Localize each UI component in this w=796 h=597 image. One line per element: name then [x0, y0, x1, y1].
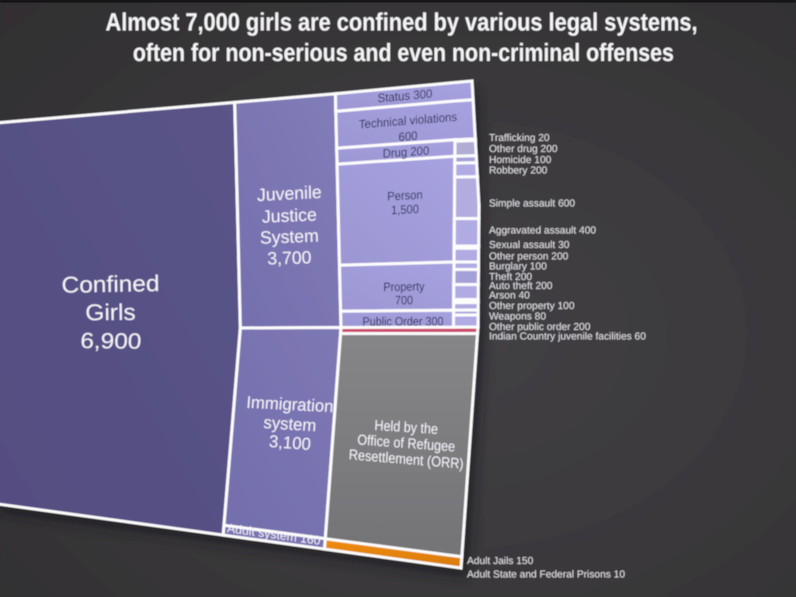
- svg-text:Office of Refugee: Office of Refugee: [357, 431, 456, 455]
- svg-text:3,100: 3,100: [268, 432, 311, 454]
- svg-text:Homicide 100: Homicide 100: [489, 155, 552, 166]
- svg-text:Other public order 200: Other public order 200: [489, 322, 591, 333]
- svg-text:Sexual assault 30: Sexual assault 30: [489, 240, 570, 251]
- svg-text:Weapons 80: Weapons 80: [489, 311, 546, 322]
- svg-text:Public Order 300: Public Order 300: [362, 316, 443, 329]
- svg-text:Adult Jails 150: Adult Jails 150: [467, 556, 534, 567]
- svg-text:Held by the: Held by the: [374, 417, 438, 438]
- svg-text:700: 700: [395, 295, 413, 308]
- svg-text:system: system: [263, 414, 317, 436]
- svg-text:System: System: [260, 225, 319, 247]
- svg-text:Status 300: Status 300: [378, 88, 433, 106]
- svg-text:Drug 200: Drug 200: [383, 145, 430, 161]
- svg-text:Burglary 100: Burglary 100: [489, 262, 547, 273]
- svg-text:3,700: 3,700: [267, 247, 312, 269]
- svg-text:Other person 200: Other person 200: [489, 252, 569, 263]
- svg-text:Robbery 200: Robbery 200: [489, 166, 548, 177]
- svg-text:Simple assault 600: Simple assault 600: [489, 199, 575, 210]
- svg-text:Arson 40: Arson 40: [489, 290, 530, 301]
- svg-text:Aggravated assault 400: Aggravated assault 400: [489, 226, 596, 237]
- svg-text:Immigration: Immigration: [246, 393, 334, 416]
- svg-text:Other drug 200: Other drug 200: [489, 144, 558, 155]
- svg-text:6,900: 6,900: [80, 329, 142, 354]
- svg-text:Almost 7,000 girls are confine: Almost 7,000 girls are confined by vario…: [106, 8, 698, 36]
- svg-text:Other property 100: Other property 100: [489, 301, 575, 312]
- svg-text:1,500: 1,500: [391, 203, 419, 217]
- svg-text:Juvenile: Juvenile: [257, 182, 322, 206]
- svg-text:Confined: Confined: [61, 271, 159, 298]
- svg-text:Person: Person: [387, 189, 422, 204]
- svg-text:Theft 200: Theft 200: [489, 272, 532, 283]
- svg-text:600: 600: [398, 130, 417, 144]
- svg-text:Justice: Justice: [262, 204, 317, 227]
- svg-text:Auto theft 200: Auto theft 200: [489, 281, 553, 292]
- svg-text:Girls: Girls: [85, 300, 136, 326]
- svg-text:often for non-serious and even: often for non-serious and even non-crimi…: [133, 39, 674, 67]
- svg-text:Indian Country juvenile facili: Indian Country juvenile facilities 60: [489, 331, 646, 342]
- svg-text:Property: Property: [383, 281, 424, 294]
- svg-text:Adult State and Federal Prison: Adult State and Federal Prisons 10: [467, 570, 625, 581]
- svg-text:Trafficking 20: Trafficking 20: [489, 133, 550, 144]
